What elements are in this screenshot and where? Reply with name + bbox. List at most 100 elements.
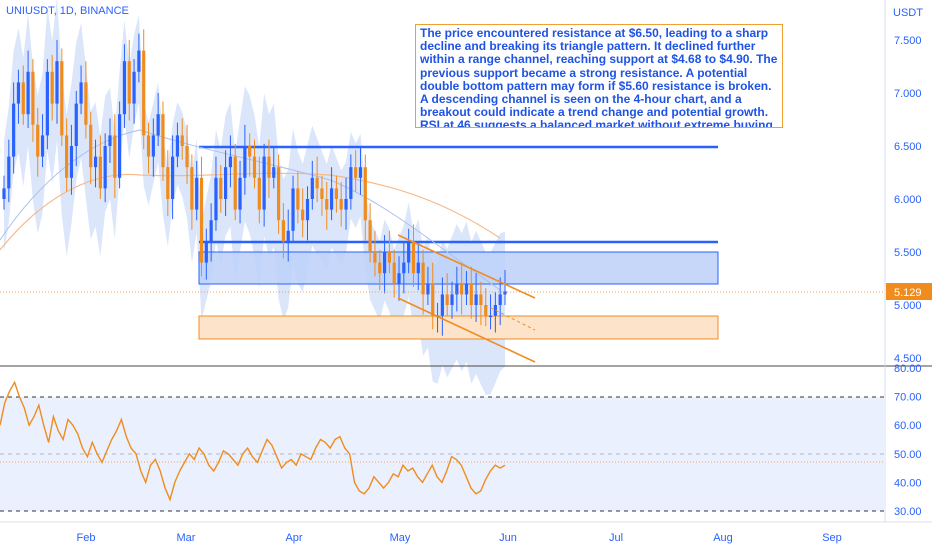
candle-body xyxy=(238,177,242,210)
candle-body xyxy=(50,71,54,104)
candle-body xyxy=(305,199,310,221)
price-tick-label: 4.500 xyxy=(894,353,922,365)
rsi-tick-label: 50.00 xyxy=(894,449,922,461)
candle-body xyxy=(36,124,40,157)
rsi-tick-label: 40.00 xyxy=(894,477,922,489)
channel-lower-line xyxy=(397,297,536,363)
rsi-pane xyxy=(0,380,885,512)
time-tick-label: Feb xyxy=(77,532,96,544)
price-tick-label: 6.000 xyxy=(894,194,922,206)
candle-body xyxy=(286,230,290,242)
candle-body xyxy=(460,283,464,295)
candle-body xyxy=(464,283,469,295)
rsi-tick-label: 80.00 xyxy=(894,363,922,375)
time-tick-label: May xyxy=(390,532,411,544)
last-price-tag: 5.129 xyxy=(886,283,932,300)
candle-body xyxy=(445,294,449,305)
time-axis-ticks: Feb Mar Apr May Jun Jul Aug Sep xyxy=(77,532,842,544)
time-tick-label: Jul xyxy=(609,532,623,544)
candle-body xyxy=(156,114,160,136)
candle-body xyxy=(411,241,416,274)
candle-body xyxy=(320,188,324,199)
candle-body xyxy=(484,305,488,316)
candle-body xyxy=(65,135,69,178)
candle-body xyxy=(122,61,127,115)
candle-body xyxy=(469,283,473,305)
candle-body xyxy=(12,103,16,157)
candle-body xyxy=(223,167,228,199)
candle-body xyxy=(84,82,88,125)
candle-body xyxy=(354,167,358,178)
price-tick-label: 6.500 xyxy=(894,141,922,153)
rsi-tick-label: 70.00 xyxy=(894,392,922,404)
candle-body xyxy=(440,294,444,316)
candle-body xyxy=(69,146,74,178)
candle-body xyxy=(339,199,343,210)
last-price-tag-background xyxy=(886,283,932,300)
candle-body xyxy=(315,177,319,189)
candle-body xyxy=(291,188,295,231)
candle-body xyxy=(7,156,11,189)
candle-body xyxy=(276,167,281,221)
candle-body xyxy=(98,156,102,189)
candle-body xyxy=(368,220,372,252)
candle-body xyxy=(166,167,170,199)
candle-body xyxy=(151,135,155,157)
candle-body xyxy=(479,294,483,305)
support-resistance-zones xyxy=(198,251,719,340)
candle-body xyxy=(325,199,329,210)
candle-body xyxy=(248,146,252,157)
chart-symbol-label: UNIUSDT, 1D, BINANCE xyxy=(6,5,129,17)
candle-body xyxy=(209,220,213,242)
price-tick-label: 7.500 xyxy=(894,35,922,47)
rsi-tick-label: 60.00 xyxy=(894,420,922,432)
candle-body xyxy=(142,50,146,136)
candle-body xyxy=(450,294,454,305)
candles xyxy=(2,29,507,336)
candle-body xyxy=(421,262,425,295)
candle-body xyxy=(137,50,141,72)
candle-body xyxy=(373,252,377,263)
candle-body xyxy=(161,114,165,168)
candle-body xyxy=(378,262,382,274)
candle-body xyxy=(363,167,367,221)
candle-body xyxy=(113,135,117,178)
candle-body xyxy=(344,199,348,210)
candle-body xyxy=(185,146,189,168)
candle-body xyxy=(233,156,237,210)
candle-body xyxy=(416,262,420,274)
candle-body xyxy=(397,273,401,284)
analysis-note: The price encountered resistance at $6.5… xyxy=(415,24,783,128)
candle-body xyxy=(146,135,151,157)
candle-body xyxy=(214,177,218,221)
candle-body xyxy=(488,315,493,318)
candle-body xyxy=(180,135,184,146)
candle-body xyxy=(301,209,305,221)
candle-body xyxy=(329,188,334,210)
candle-body xyxy=(89,124,93,168)
candle-body xyxy=(26,71,30,115)
time-tick-label: Jun xyxy=(499,532,517,544)
moving-average-slow xyxy=(0,172,501,251)
candle-body xyxy=(190,167,194,210)
time-tick-label: Mar xyxy=(177,532,196,544)
time-tick-label: Sep xyxy=(822,532,842,544)
candle-body xyxy=(503,291,507,295)
time-tick-label: Aug xyxy=(713,532,733,544)
candle-body xyxy=(118,114,122,178)
candle-body xyxy=(21,82,25,115)
candle-body xyxy=(262,156,266,210)
last-price-tag-value: 5.129 xyxy=(894,287,922,299)
candle-body xyxy=(257,177,261,210)
descending-channel[interactable] xyxy=(397,234,536,363)
candle-body xyxy=(474,294,478,305)
candle-body xyxy=(16,82,21,104)
time-tick-label: Apr xyxy=(285,532,302,544)
candle-body xyxy=(498,294,502,305)
candle-body xyxy=(296,188,300,210)
rsi-axis-ticks: 80.00 70.00 60.00 50.00 40.00 30.00 xyxy=(894,363,922,518)
candle-body xyxy=(387,252,391,263)
candle-body xyxy=(127,61,131,104)
candle-body xyxy=(74,103,78,146)
